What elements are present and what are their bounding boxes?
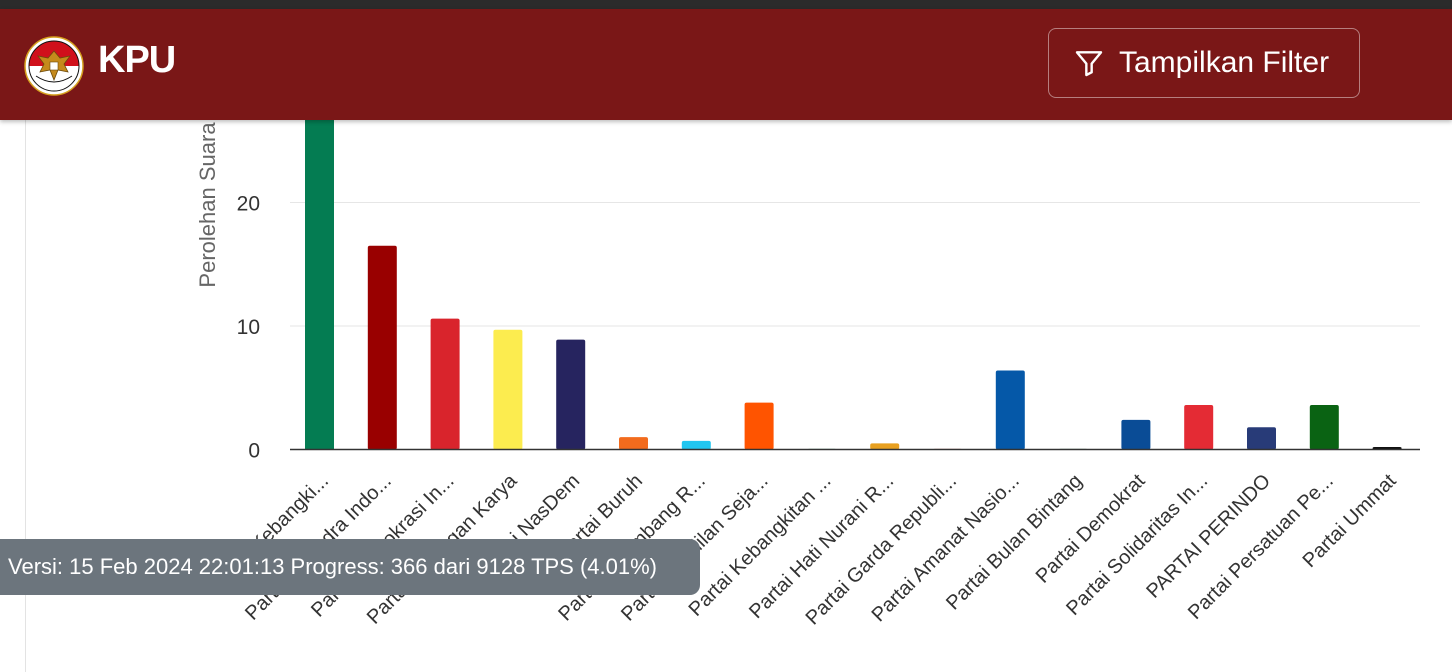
bar[interactable] [1121,419,1151,450]
garuda-emblem-icon[interactable] [24,36,84,96]
top-strip [0,0,1452,9]
version-progress-bar: Versi: 15 Feb 2024 22:01:13 Progress: 36… [0,539,700,595]
y-tick-label: 10 [237,316,260,339]
bar[interactable] [619,437,648,450]
y-tick-label: 0 [248,440,260,463]
show-filter-button[interactable]: Tampilkan Filter [1048,28,1360,98]
content-divider [25,120,26,672]
show-filter-label: Tampilkan Filter [1119,46,1330,79]
bar[interactable] [681,440,711,450]
bar[interactable] [995,370,1025,450]
funnel-icon [1075,51,1103,77]
brand-title[interactable]: KPU [98,39,176,81]
bar[interactable] [1309,405,1339,450]
bar[interactable] [1247,427,1276,450]
bar[interactable] [430,318,460,450]
bar[interactable] [870,443,900,450]
bar[interactable] [493,329,523,450]
y-tick-label: 20 [237,193,260,216]
bar[interactable] [367,245,397,450]
bar[interactable] [305,118,334,450]
navbar: KPU Tampilkan Filter [0,9,1452,120]
bar[interactable] [1184,405,1214,450]
x-tick-label: Partai Demokrat [1032,470,1150,588]
bar[interactable] [556,339,586,450]
bar[interactable] [744,402,774,450]
y-axis-label: Perolehan Suara [195,122,220,288]
version-progress-text: Versi: 15 Feb 2024 22:01:13 Progress: 36… [8,554,657,579]
